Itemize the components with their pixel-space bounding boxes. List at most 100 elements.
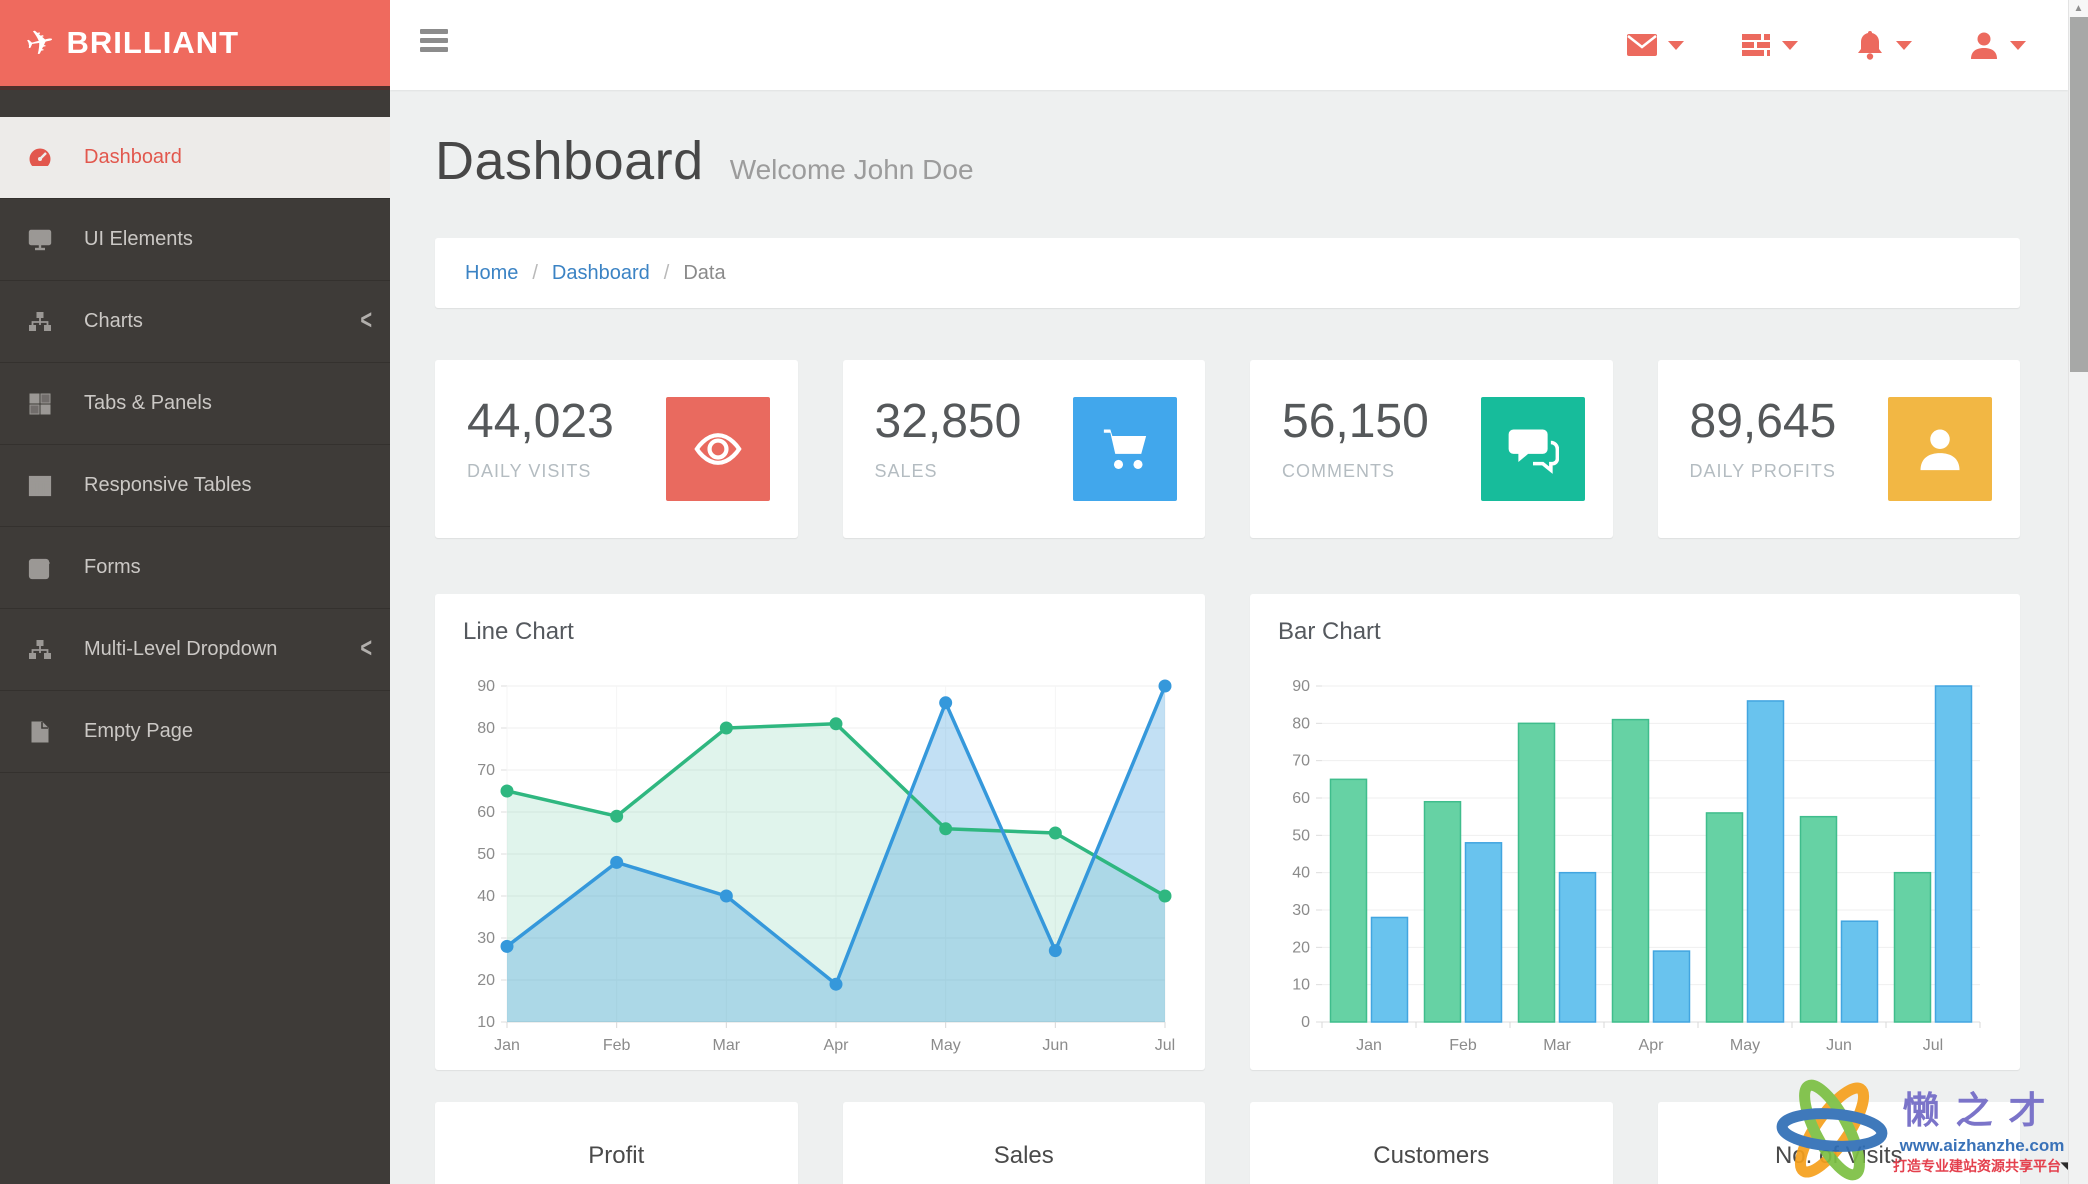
line-chart-title: Line Chart [463, 618, 574, 645]
panel-sales: Sales [842, 1102, 1205, 1184]
breadcrumb-current: Data [683, 261, 726, 284]
sitemap-icon [28, 310, 52, 334]
svg-text:0: 0 [1301, 1014, 1310, 1031]
page-header: Dashboard Welcome John Doe [435, 130, 2020, 192]
panel-title: No. of Visits [1774, 1142, 1903, 1169]
scrollbar-thumb[interactable] [2070, 17, 2088, 372]
stat-label: COMMENTS [1282, 461, 1395, 481]
sidebar-item-label: Multi-Level Dropdown [84, 638, 278, 660]
tasks-dropdown[interactable] [1740, 30, 1798, 60]
svg-text:40: 40 [477, 888, 495, 905]
svg-text:80: 80 [477, 720, 495, 737]
sidebar-item-tabs-panels[interactable]: Tabs & Panels [0, 363, 390, 445]
comments-icon [1480, 397, 1585, 501]
caret-down-icon [2010, 40, 2026, 50]
stat-label: DAILY VISITS [467, 461, 592, 481]
svg-text:90: 90 [1292, 678, 1310, 695]
user-dropdown[interactable] [1968, 30, 2026, 60]
breadcrumb-separator: / [663, 261, 670, 284]
menu-toggle-button[interactable] [420, 29, 448, 59]
table-icon [28, 474, 52, 498]
svg-text:Jan: Jan [1356, 1037, 1382, 1054]
bottom-panels-row: Profit Sales Customers No. of Visits [435, 1102, 2020, 1184]
dashboard-gauge-icon [28, 146, 52, 170]
sitemap-icon [28, 638, 52, 662]
user-icon [1971, 32, 1997, 59]
svg-text:Mar: Mar [1543, 1037, 1571, 1054]
svg-text:30: 30 [477, 930, 495, 947]
brand-logo[interactable]: ✈ BRILLIANT [0, 0, 390, 90]
stat-label: DAILY PROFITS [1689, 461, 1836, 481]
svg-text:Feb: Feb [1449, 1037, 1477, 1054]
pencil-square-icon [28, 556, 52, 580]
line-chart-panel: Line Chart 10 20 30 40 50 60 70 80 90 Jan Feb Mar Ap… [435, 594, 1205, 1070]
sidebar-item-label: Empty Page [84, 720, 193, 742]
tasks-icon [1742, 34, 1770, 56]
breadcrumb-link-dashboard[interactable]: Dashboard [551, 261, 650, 284]
notifications-dropdown[interactable] [1854, 30, 1912, 60]
main-content: Dashboard Welcome John Doe Home / Dashbo… [390, 90, 2068, 1184]
sidebar-item-label: Responsive Tables [84, 474, 252, 496]
desktop-icon [28, 228, 52, 252]
svg-text:Apr: Apr [824, 1037, 850, 1054]
svg-text:30: 30 [1292, 902, 1310, 919]
topbar [390, 0, 2068, 90]
sidebar-item-dashboard[interactable]: Dashboard [0, 117, 390, 199]
page-title: Dashboard [435, 131, 704, 191]
sidebar-item-forms[interactable]: Forms [0, 527, 390, 609]
stat-value: 56,150 [1282, 395, 1429, 448]
svg-text:70: 70 [477, 762, 495, 779]
user-icon [1888, 397, 1992, 501]
svg-text:20: 20 [477, 972, 495, 989]
stat-card-daily-visits: 44,023 DAILY VISITS [435, 360, 798, 538]
panel-profit: Profit [435, 1102, 798, 1184]
caret-down-icon [1896, 40, 1912, 50]
brand-name: BRILLIANT [66, 25, 240, 60]
sidebar-item-responsive-tables[interactable]: Responsive Tables [0, 445, 390, 527]
sidebar-item-label: Dashboard [84, 146, 182, 168]
panel-title: Profit [588, 1142, 645, 1169]
svg-text:20: 20 [1292, 939, 1310, 956]
file-icon [28, 720, 52, 744]
stat-label: SALES [874, 461, 938, 481]
svg-text:May: May [1730, 1037, 1760, 1054]
svg-text:10: 10 [1292, 977, 1310, 994]
svg-text:60: 60 [1292, 790, 1310, 807]
stat-value: 89,645 [1689, 395, 1837, 448]
svg-text:80: 80 [1292, 715, 1310, 732]
charts-row: Line Chart 10 20 30 40 50 60 70 80 90 Jan Feb Mar Ap… [435, 594, 2020, 1070]
eye-icon [665, 397, 770, 501]
svg-text:May: May [931, 1037, 961, 1054]
svg-text:Jan: Jan [494, 1037, 520, 1054]
plane-icon: ✈ [22, 21, 59, 65]
svg-text:50: 50 [1292, 827, 1310, 844]
sidebar-item-empty-page[interactable]: Empty Page [0, 691, 390, 773]
sidebar-item-ui-elements[interactable]: UI Elements [0, 199, 390, 281]
shopping-cart-icon [1073, 397, 1177, 501]
svg-text:Mar: Mar [713, 1037, 741, 1054]
qrcode-icon [28, 392, 52, 416]
svg-text:Jun: Jun [1042, 1037, 1068, 1054]
line-chart: 10 20 30 40 50 60 70 80 90 Jan Feb Mar Apr May Jun Jul [477, 678, 1175, 1054]
stat-card-sales: 32,850 SALES [842, 360, 1205, 538]
breadcrumb: Home / Dashboard / Data [435, 238, 2020, 308]
sidebar: ✈ BRILLIANT Dashboard UI Elements C [0, 0, 390, 1184]
bar-chart-title: Bar Chart [1278, 618, 1381, 645]
stats-row: 44,023 DAILY VISITS 32,850 SALES 56,150 … [435, 360, 2020, 538]
scroll-up-button[interactable]: ▲ [2069, 0, 2088, 17]
vertical-scrollbar: ▲ [2068, 0, 2088, 1184]
bar-chart: 0 10 20 30 40 50 60 70 80 90 Jan Feb Mar Apr May Jun Jul [1292, 678, 1981, 1054]
breadcrumb-link-home[interactable]: Home [465, 261, 519, 284]
sidebar-item-charts[interactable]: Charts < [0, 281, 390, 363]
svg-text:Jun: Jun [1826, 1037, 1852, 1054]
stat-value: 44,023 [467, 395, 614, 448]
messages-dropdown[interactable] [1626, 30, 1684, 60]
breadcrumb-separator: / [532, 261, 538, 284]
svg-text:Feb: Feb [603, 1037, 631, 1054]
sidebar-item-label: UI Elements [84, 228, 193, 250]
svg-text:70: 70 [1292, 753, 1310, 770]
caret-down-icon [1668, 40, 1684, 50]
sidebar-item-multi-level-dropdown[interactable]: Multi-Level Dropdown < [0, 609, 390, 691]
svg-text:Jul: Jul [1155, 1037, 1175, 1054]
